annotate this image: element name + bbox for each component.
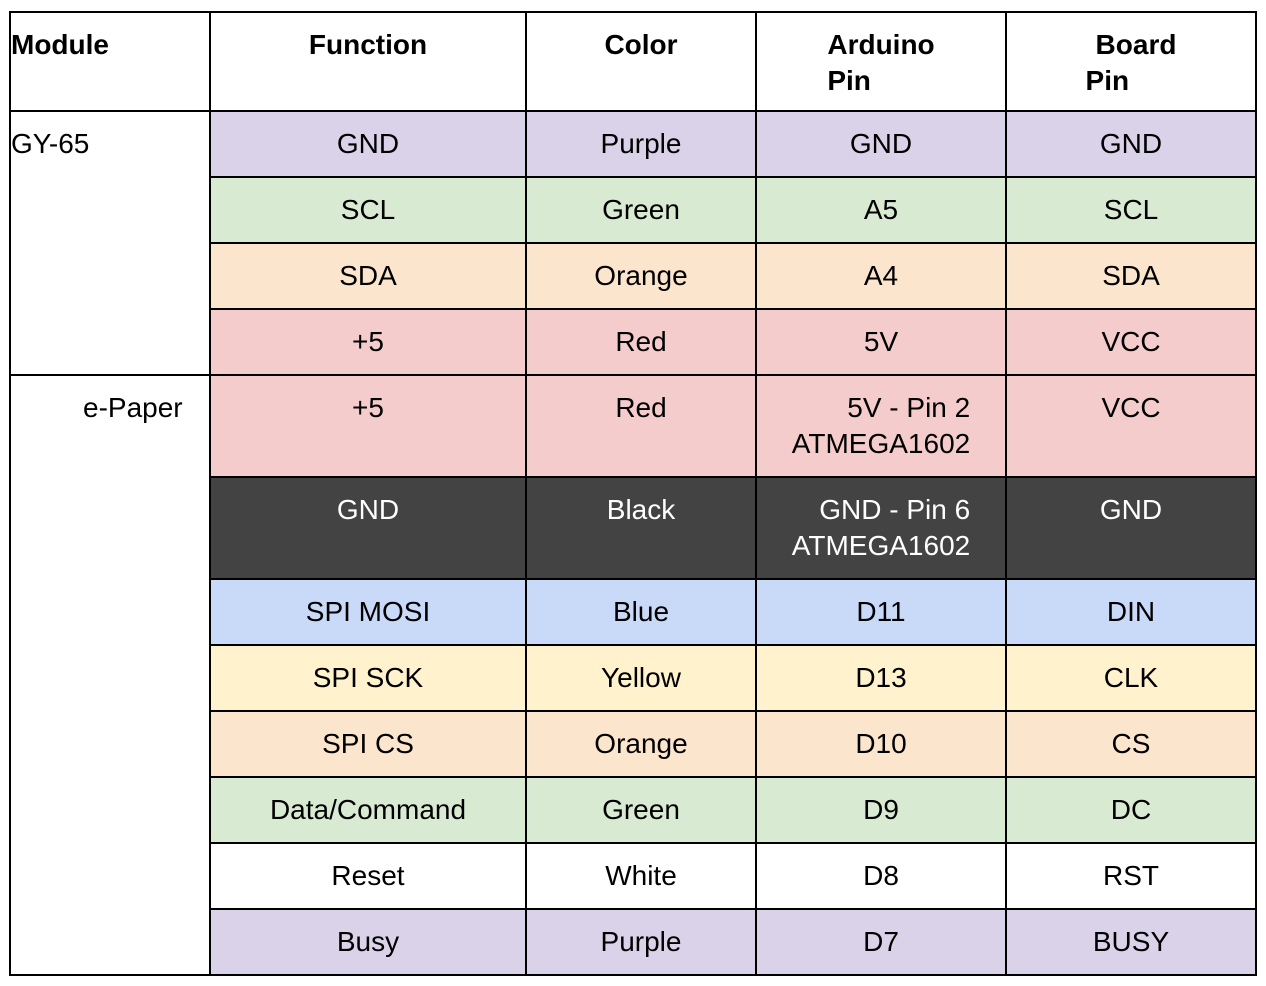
arduino-pin-line2: ATMEGA1602	[791, 530, 971, 561]
cell-function: +5	[209, 308, 527, 376]
cell-arduino-pin: D13	[755, 644, 1007, 712]
cell-function: SDA	[209, 242, 527, 310]
cell-color: Orange	[525, 242, 757, 310]
cell-color: Red	[525, 308, 757, 376]
cell-function: +5	[209, 374, 527, 478]
wiring-table: Module Function Color Arduino Pin Board …	[9, 11, 1257, 976]
cell-board-pin: SDA	[1005, 242, 1257, 310]
cell-function: GND	[209, 476, 527, 580]
header-arduino-pin: Arduino Pin	[755, 11, 1007, 112]
cell-function: Busy	[209, 908, 527, 976]
cell-arduino-pin: GND - Pin 6 ATMEGA1602	[755, 476, 1007, 580]
header-function: Function	[209, 11, 527, 112]
header-arduino-line2: Pin	[827, 65, 871, 96]
cell-color: Yellow	[525, 644, 757, 712]
cell-board-pin: RST	[1005, 842, 1257, 910]
cell-board-pin: CLK	[1005, 644, 1257, 712]
cell-function: SPI CS	[209, 710, 527, 778]
cell-arduino-pin: GND	[755, 110, 1007, 178]
cell-board-pin: GND	[1005, 110, 1257, 178]
module-gy65: GY-65	[9, 110, 211, 376]
table-row: Reset White D8 RST	[10, 842, 1257, 910]
header-module: Module	[9, 11, 211, 112]
cell-color: Red	[525, 374, 757, 478]
cell-color: Blue	[525, 578, 757, 646]
table-row: e-Paper +5 Red 5V - Pin 2 ATMEGA1602 VCC	[9, 374, 1257, 976]
cell-function: Data/Command	[209, 776, 527, 844]
cell-color: Purple	[525, 908, 757, 976]
table-row: SDA Orange A4 SDA	[10, 242, 1257, 310]
table-row: GY-65 GND Purple GND GND	[9, 110, 1257, 376]
table-row: +5 Red 5V VCC	[10, 308, 1257, 376]
header-arduino-line1: Arduino	[827, 29, 935, 60]
cell-function: SPI MOSI	[209, 578, 527, 646]
cell-board-pin: GND	[1005, 476, 1257, 580]
table-row: SPI MOSI Blue D11 DIN	[10, 578, 1257, 646]
cell-board-pin: CS	[1005, 710, 1257, 778]
cell-function: SPI SCK	[209, 644, 527, 712]
cell-board-pin: DC	[1005, 776, 1257, 844]
cell-arduino-pin: A4	[755, 242, 1007, 310]
cell-color: White	[525, 842, 757, 910]
cell-board-pin: VCC	[1005, 308, 1257, 376]
cell-arduino-pin: 5V - Pin 2 ATMEGA1602	[755, 374, 1007, 478]
cell-arduino-pin: D11	[755, 578, 1007, 646]
cell-color: Orange	[525, 710, 757, 778]
cell-board-pin: DIN	[1005, 578, 1257, 646]
cell-color: Green	[525, 776, 757, 844]
cell-arduino-pin: D10	[755, 710, 1007, 778]
cell-function: Reset	[209, 842, 527, 910]
cell-color: Green	[525, 176, 757, 244]
header-board-line1: Board	[1095, 29, 1177, 60]
cell-arduino-pin: D9	[755, 776, 1007, 844]
cell-color: Black	[525, 476, 757, 580]
cell-function: GND	[209, 110, 527, 178]
table-row: Data/Command Green D9 DC	[10, 776, 1257, 844]
table-row: SPI CS Orange D10 CS	[10, 710, 1257, 778]
header-board-line2: Pin	[1085, 65, 1130, 96]
header-color: Color	[525, 11, 757, 112]
cell-arduino-pin: 5V	[755, 308, 1007, 376]
cell-color: Purple	[525, 110, 757, 178]
cell-arduino-pin: D8	[755, 842, 1007, 910]
cell-arduino-pin: A5	[755, 176, 1007, 244]
cell-board-pin: SCL	[1005, 176, 1257, 244]
header-board-pin: Board Pin	[1005, 11, 1257, 112]
cell-arduino-pin: D7	[755, 908, 1007, 976]
arduino-pin-line2: ATMEGA1602	[791, 428, 971, 459]
table-row: SPI SCK Yellow D13 CLK	[10, 644, 1257, 712]
cell-board-pin: VCC	[1005, 374, 1257, 478]
arduino-pin-line1: 5V - Pin 2	[847, 392, 971, 423]
table-row: GND Black GND - Pin 6 ATMEGA1602 GND	[10, 476, 1257, 580]
arduino-pin-line1: GND - Pin 6	[819, 494, 971, 525]
cell-function: SCL	[209, 176, 527, 244]
cell-board-pin: BUSY	[1005, 908, 1257, 976]
module-epaper: e-Paper	[9, 374, 211, 976]
header-row: Module Function Color Arduino Pin Board …	[9, 11, 1257, 112]
table-row: SCL Green A5 SCL	[10, 176, 1257, 244]
table-row: Busy Purple D7 BUSY	[10, 908, 1257, 976]
